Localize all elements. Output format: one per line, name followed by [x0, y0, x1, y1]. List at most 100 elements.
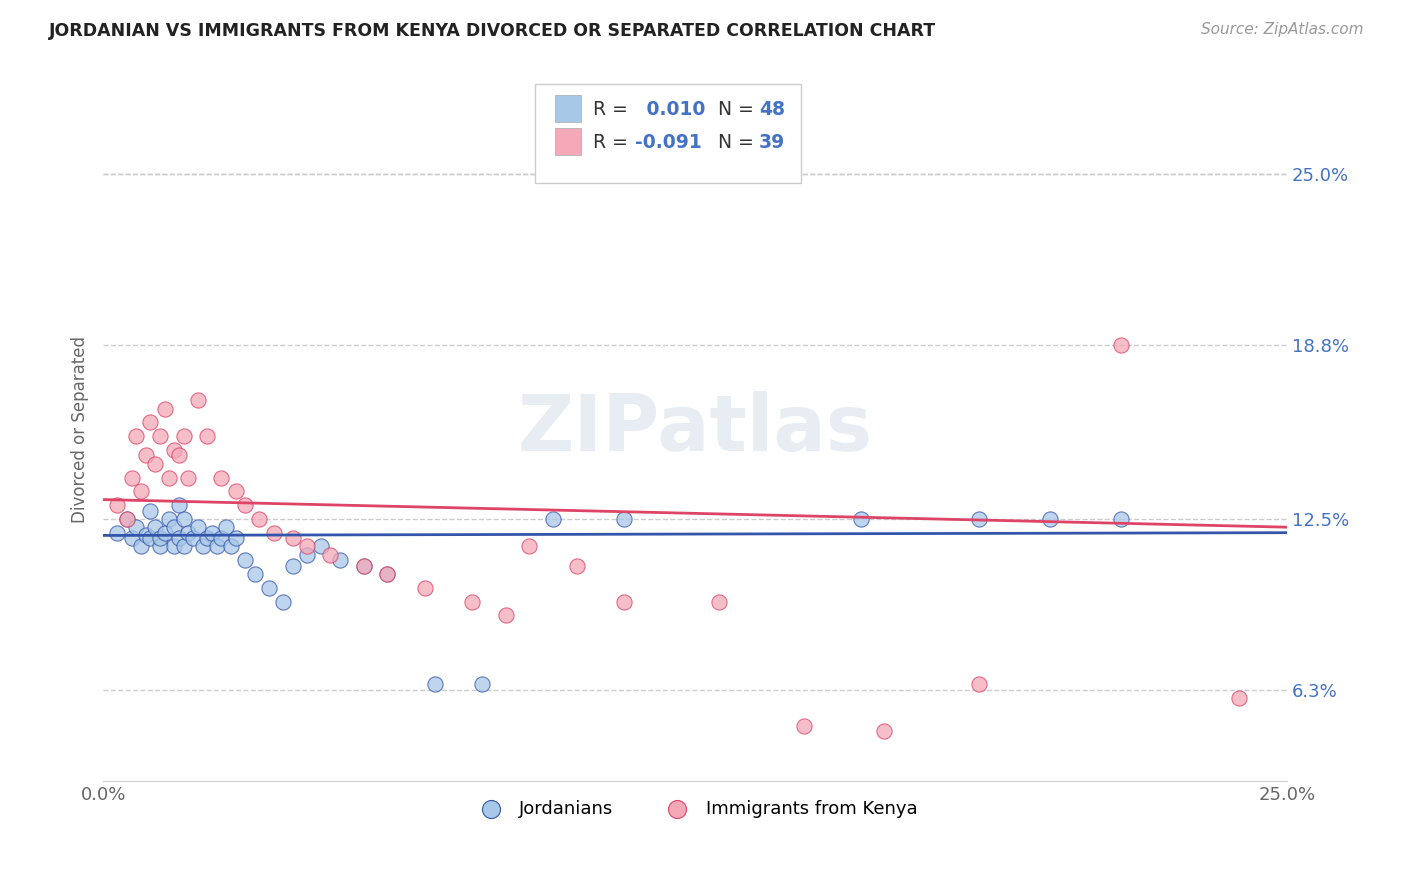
Point	[849, 512, 872, 526]
Point	[163, 442, 186, 457]
Point	[129, 540, 152, 554]
Point	[129, 484, 152, 499]
Point	[613, 595, 636, 609]
Legend: Jordanians, Immigrants from Kenya: Jordanians, Immigrants from Kenya	[465, 792, 925, 825]
Point	[105, 525, 128, 540]
Point	[135, 528, 157, 542]
Point	[163, 520, 186, 534]
Point	[177, 470, 200, 484]
Point	[211, 470, 233, 484]
Point	[215, 520, 238, 534]
Point	[1109, 512, 1132, 526]
Point	[139, 503, 162, 517]
Point	[471, 677, 494, 691]
Text: Source: ZipAtlas.com: Source: ZipAtlas.com	[1201, 22, 1364, 37]
Y-axis label: Divorced or Separated: Divorced or Separated	[72, 335, 89, 523]
Point	[375, 567, 398, 582]
Point	[205, 540, 228, 554]
Point	[125, 429, 148, 443]
Point	[187, 393, 209, 408]
Point	[423, 677, 446, 691]
Point	[295, 540, 318, 554]
Point	[281, 558, 304, 573]
Point	[257, 581, 280, 595]
Point	[329, 553, 352, 567]
Text: R =: R =	[593, 133, 634, 152]
Point	[157, 470, 180, 484]
Text: R =: R =	[593, 100, 634, 119]
Point	[271, 595, 294, 609]
FancyBboxPatch shape	[555, 95, 581, 122]
FancyBboxPatch shape	[555, 128, 581, 155]
Point	[115, 512, 138, 526]
Point	[187, 520, 209, 534]
Point	[191, 540, 214, 554]
Point	[149, 429, 172, 443]
Text: N =: N =	[706, 133, 759, 152]
Point	[517, 540, 540, 554]
Point	[173, 540, 195, 554]
Point	[873, 724, 896, 739]
Point	[121, 531, 143, 545]
Point	[541, 512, 564, 526]
Point	[201, 525, 224, 540]
Point	[461, 595, 484, 609]
Point	[219, 540, 242, 554]
Point	[793, 719, 815, 733]
Point	[319, 548, 342, 562]
Point	[375, 567, 398, 582]
Text: 48: 48	[759, 100, 785, 119]
Point	[565, 558, 588, 573]
Point	[149, 531, 172, 545]
Point	[195, 429, 218, 443]
Point	[295, 548, 318, 562]
Point	[353, 558, 375, 573]
Point	[1227, 691, 1250, 706]
Point	[173, 512, 195, 526]
Point	[167, 449, 190, 463]
Point	[143, 457, 166, 471]
Point	[707, 595, 730, 609]
Point	[1039, 512, 1062, 526]
Point	[105, 498, 128, 512]
Point	[309, 540, 332, 554]
Point	[243, 567, 266, 582]
Point	[233, 498, 256, 512]
Text: -0.091: -0.091	[634, 133, 702, 152]
Text: 39: 39	[759, 133, 785, 152]
Point	[263, 525, 285, 540]
Point	[135, 449, 157, 463]
Point	[211, 531, 233, 545]
Point	[149, 540, 172, 554]
Point	[233, 553, 256, 567]
Point	[495, 608, 517, 623]
Point	[225, 531, 247, 545]
Point	[115, 512, 138, 526]
Point	[139, 415, 162, 429]
Point	[143, 520, 166, 534]
Point	[967, 677, 990, 691]
Point	[177, 525, 200, 540]
Point	[195, 531, 218, 545]
Point	[413, 581, 436, 595]
Point	[281, 531, 304, 545]
Point	[139, 531, 162, 545]
Point	[247, 512, 270, 526]
Point	[173, 429, 195, 443]
FancyBboxPatch shape	[536, 85, 801, 183]
Point	[613, 512, 636, 526]
Point	[1109, 338, 1132, 352]
Point	[157, 512, 180, 526]
Point	[181, 531, 204, 545]
Point	[163, 540, 186, 554]
Point	[125, 520, 148, 534]
Text: JORDANIAN VS IMMIGRANTS FROM KENYA DIVORCED OR SEPARATED CORRELATION CHART: JORDANIAN VS IMMIGRANTS FROM KENYA DIVOR…	[49, 22, 936, 40]
Point	[225, 484, 247, 499]
Point	[167, 531, 190, 545]
Point	[967, 512, 990, 526]
Point	[121, 470, 143, 484]
Text: N =: N =	[706, 100, 759, 119]
Point	[153, 525, 176, 540]
Point	[353, 558, 375, 573]
Point	[153, 401, 176, 416]
